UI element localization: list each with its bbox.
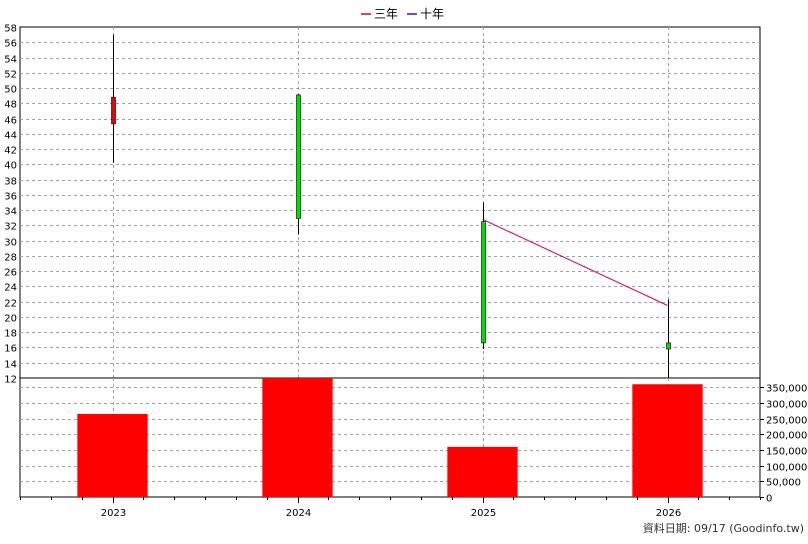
volume-tick-label: 300,000 xyxy=(766,400,807,411)
price-tick-label: 50 xyxy=(4,85,17,96)
volume-tick-label: 100,000 xyxy=(766,463,807,474)
candle-body-2023 xyxy=(111,96,116,125)
price-tick-label: 46 xyxy=(4,116,17,127)
volume-panel: 0 50,000 100,000 150,000 200,000 250,000 300,0… xyxy=(19,377,807,505)
price-tick-label: 42 xyxy=(4,146,17,157)
x-tick-label-2024: 2024 xyxy=(286,508,311,519)
price-tick-label: 16 xyxy=(4,344,17,355)
price-tick-label: 26 xyxy=(4,268,17,279)
volume-bar-2023 xyxy=(77,414,148,497)
price-tick-label: 30 xyxy=(4,238,17,249)
legend: 三年 十年 xyxy=(361,7,444,21)
price-tick-label: 24 xyxy=(4,283,17,294)
volume-bar-2026 xyxy=(632,384,703,497)
volume-tick-label: 150,000 xyxy=(766,447,807,458)
candle-body-2026 xyxy=(666,342,671,350)
legend-label-三年: 三年 xyxy=(374,7,398,21)
volume-tick-label: 250,000 xyxy=(766,416,807,427)
x-tick-label-2026: 2026 xyxy=(656,508,681,519)
price-tick-label: 20 xyxy=(4,314,17,325)
volume-tick-label: 200,000 xyxy=(766,431,807,442)
price-tick-label: 58 xyxy=(4,24,17,35)
price-tick-label: 38 xyxy=(4,177,17,188)
price-tick-label: 32 xyxy=(4,222,17,233)
price-tick-label: 40 xyxy=(4,161,17,172)
price-tick-label: 52 xyxy=(4,70,17,81)
data-date-footnote: 資料日期: 09/17 (Goodinfo.tw) xyxy=(642,522,804,535)
price-tick-label: 12 xyxy=(4,375,17,386)
volume-tick-label: 350,000 xyxy=(766,384,807,395)
price-tick-label: 48 xyxy=(4,100,17,111)
candle-body-2025 xyxy=(481,221,486,344)
price-tick-label: 54 xyxy=(4,55,17,66)
price-tick-label: 22 xyxy=(4,299,17,310)
x-axis: 2023 2024 2025 2026 xyxy=(20,497,761,519)
candle-body-2024 xyxy=(296,94,301,219)
x-tick-label-2025: 2025 xyxy=(471,508,496,519)
price-plot-frame xyxy=(19,26,761,379)
price-tick-label: 34 xyxy=(4,207,17,218)
legend-label-十年: 十年 xyxy=(420,7,444,21)
volume-bar-2024 xyxy=(262,378,333,497)
volume-tick-label: 0 xyxy=(766,494,772,505)
price-tick-label: 36 xyxy=(4,192,17,203)
volume-tick-label: 50,000 xyxy=(766,478,801,489)
line-三年 xyxy=(482,218,668,306)
x-tick-label-2023: 2023 xyxy=(101,508,126,519)
price-tick-label: 56 xyxy=(4,39,17,50)
price-tick-label: 14 xyxy=(4,360,17,371)
price-tick-label: 44 xyxy=(4,131,17,142)
price-tick-label: 18 xyxy=(4,329,17,340)
price-panel: 12 14 16 18 20 22 24 26 28 30 32 34 36 38 40 42 44 46 48 50… xyxy=(4,24,761,386)
volume-bar-2025 xyxy=(447,446,518,497)
price-tick-label: 28 xyxy=(4,253,17,264)
